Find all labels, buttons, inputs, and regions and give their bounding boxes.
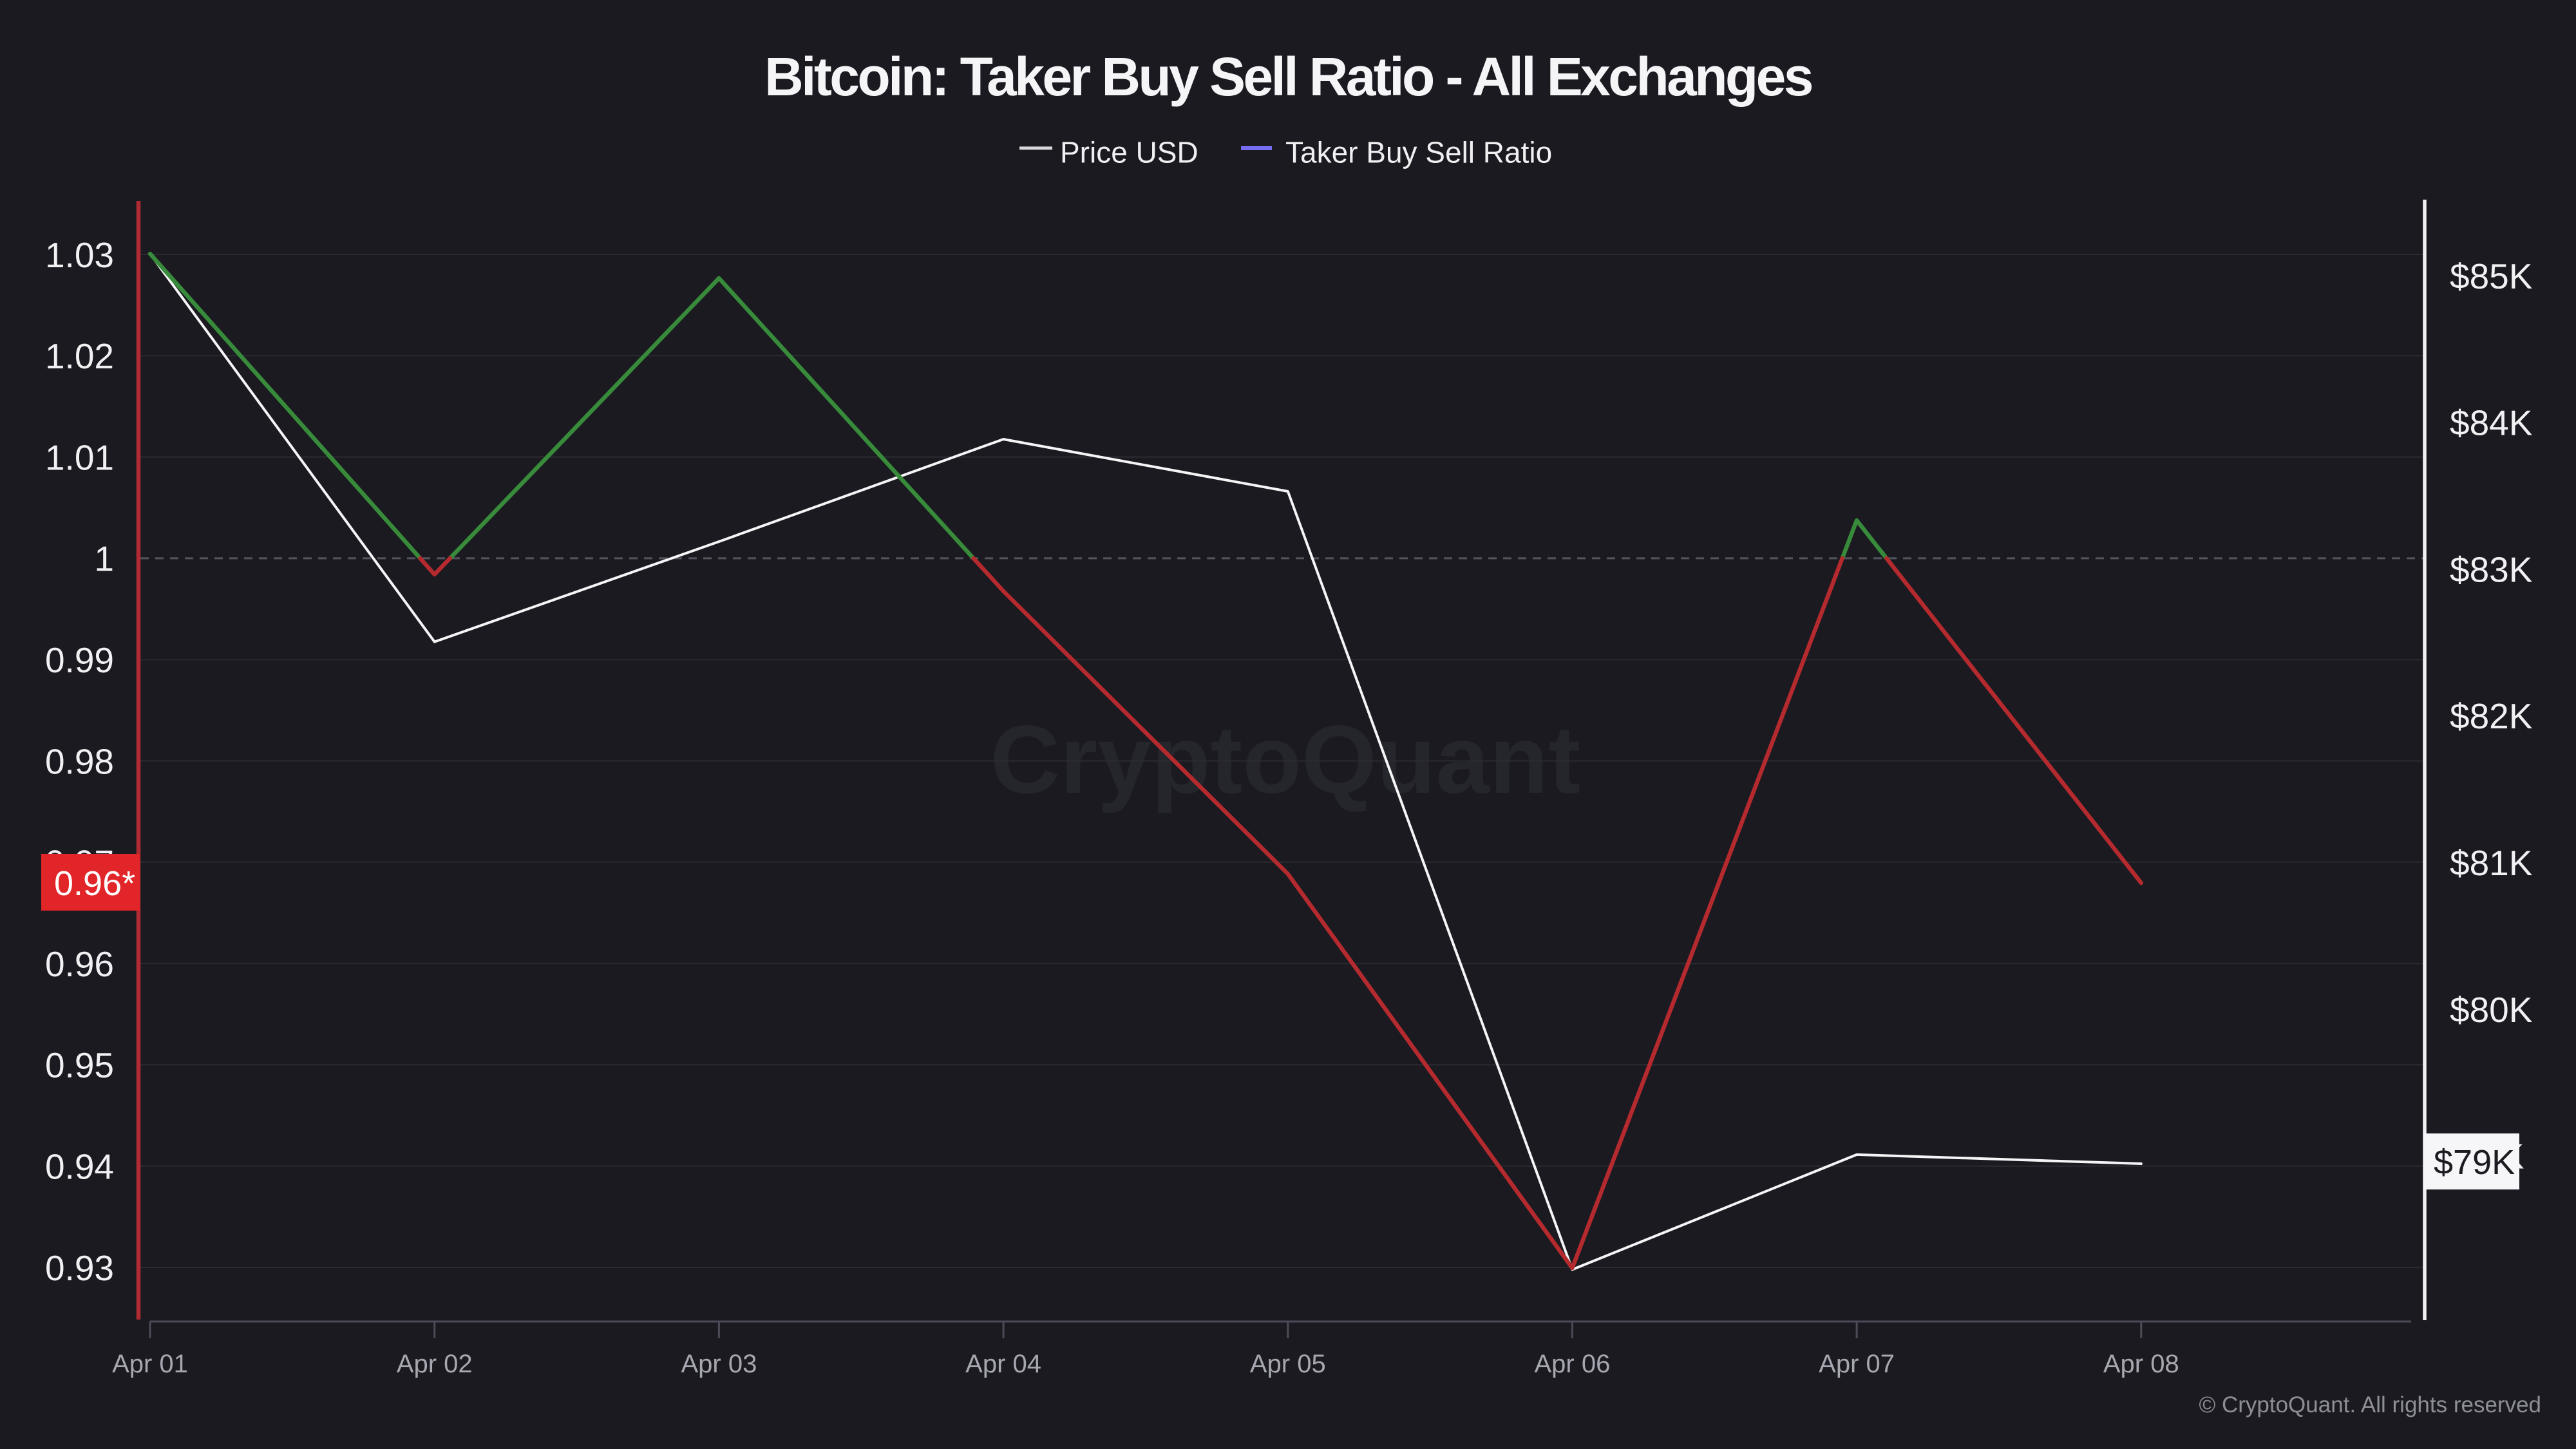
svg-text:Apr 06: Apr 06 bbox=[1534, 1350, 1610, 1378]
svg-text:1.02: 1.02 bbox=[45, 336, 114, 376]
svg-text:Apr 04: Apr 04 bbox=[965, 1350, 1041, 1378]
svg-text:0.96: 0.96 bbox=[45, 944, 114, 984]
svg-text:$85K: $85K bbox=[2450, 256, 2533, 296]
svg-text:CryptoQuant: CryptoQuant bbox=[990, 705, 1581, 813]
svg-text:$82K: $82K bbox=[2450, 696, 2533, 736]
svg-text:0.96*: 0.96* bbox=[54, 864, 135, 903]
svg-text:1: 1 bbox=[94, 539, 114, 579]
svg-text:0.94: 0.94 bbox=[45, 1147, 114, 1187]
svg-text:© CryptoQuant. All rights rese: © CryptoQuant. All rights reserved bbox=[2199, 1392, 2541, 1417]
svg-text:1.01: 1.01 bbox=[45, 437, 114, 477]
svg-text:Price USD: Price USD bbox=[1060, 136, 1198, 169]
svg-text:$84K: $84K bbox=[2450, 403, 2533, 443]
svg-text:$83K: $83K bbox=[2450, 549, 2533, 589]
svg-text:Apr 03: Apr 03 bbox=[681, 1350, 757, 1378]
svg-text:Apr 02: Apr 02 bbox=[397, 1350, 473, 1378]
svg-text:0.95: 0.95 bbox=[45, 1045, 114, 1085]
svg-text:0.99: 0.99 bbox=[45, 640, 114, 680]
svg-text:0.98: 0.98 bbox=[45, 741, 114, 781]
svg-text:Apr 07: Apr 07 bbox=[1819, 1350, 1895, 1378]
svg-text:Bitcoin: Taker Buy Sell Ratio: Bitcoin: Taker Buy Sell Ratio - All Exch… bbox=[764, 46, 1812, 107]
svg-text:Taker Buy Sell Ratio: Taker Buy Sell Ratio bbox=[1285, 136, 1552, 169]
svg-text:Apr 08: Apr 08 bbox=[2103, 1350, 2179, 1378]
svg-text:Apr 05: Apr 05 bbox=[1250, 1350, 1326, 1378]
svg-text:Apr 01: Apr 01 bbox=[112, 1350, 188, 1378]
svg-text:$80K: $80K bbox=[2450, 990, 2533, 1030]
svg-text:0.93: 0.93 bbox=[45, 1248, 114, 1288]
svg-text:1.03: 1.03 bbox=[45, 235, 114, 275]
svg-text:$81K: $81K bbox=[2450, 843, 2533, 883]
svg-text:$79K: $79K bbox=[2434, 1143, 2515, 1182]
